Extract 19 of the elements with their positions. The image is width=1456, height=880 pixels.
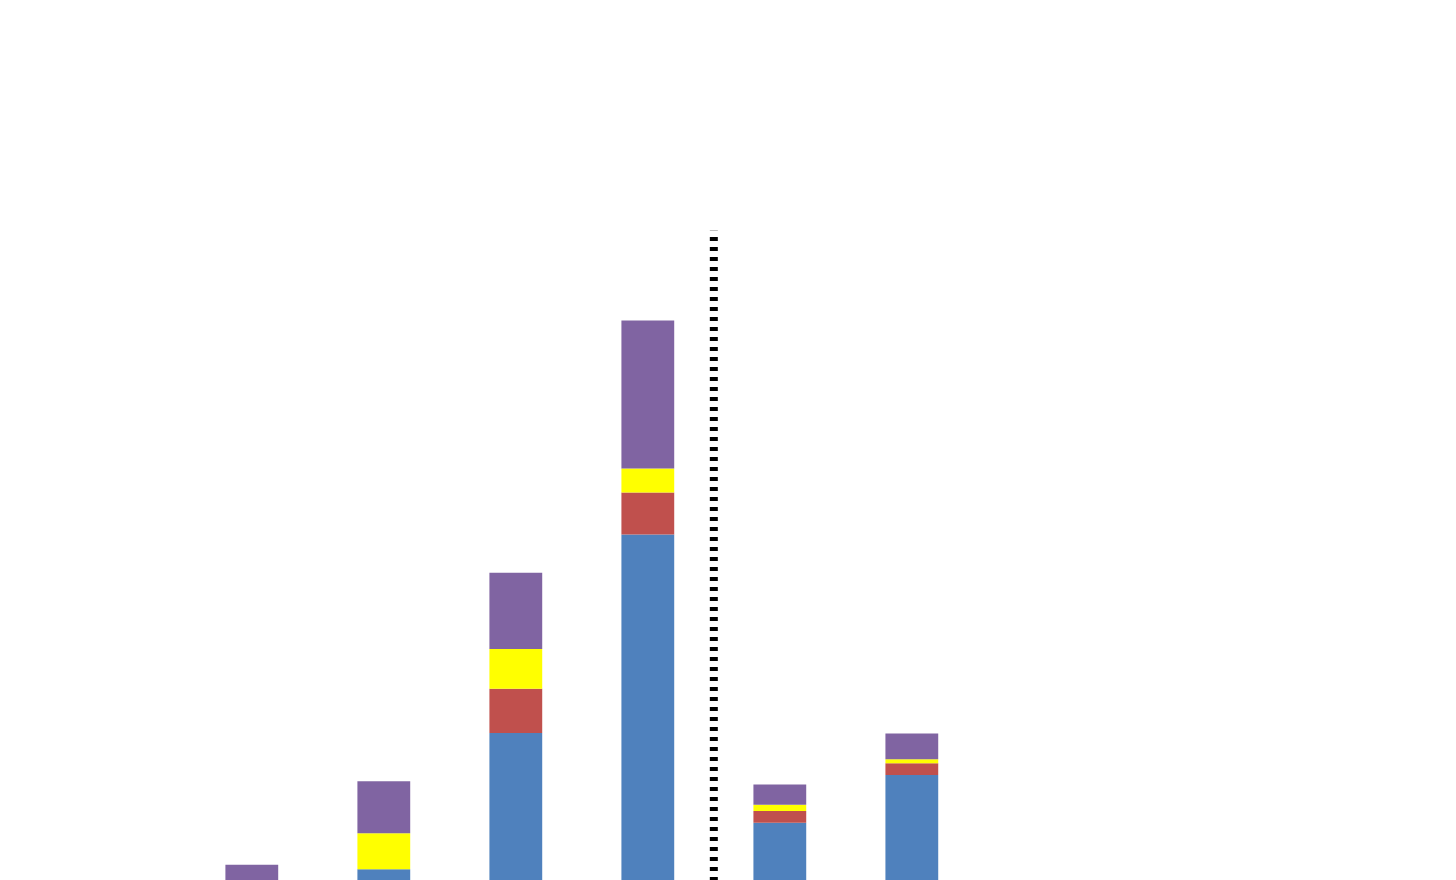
bar (885, 775, 939, 880)
bar (357, 869, 411, 880)
bar (357, 781, 411, 834)
bar (753, 784, 807, 805)
bar (225, 864, 279, 880)
bar (621, 468, 675, 493)
bar (753, 804, 807, 811)
bar (489, 688, 543, 734)
bar (885, 733, 939, 760)
bar (621, 320, 675, 469)
bar (621, 534, 675, 880)
bar (753, 810, 807, 823)
bar (489, 572, 543, 649)
bar (357, 833, 411, 870)
bar (753, 822, 807, 880)
bar (489, 648, 543, 689)
bar (489, 733, 543, 880)
bar (621, 492, 675, 535)
bar (885, 763, 939, 776)
